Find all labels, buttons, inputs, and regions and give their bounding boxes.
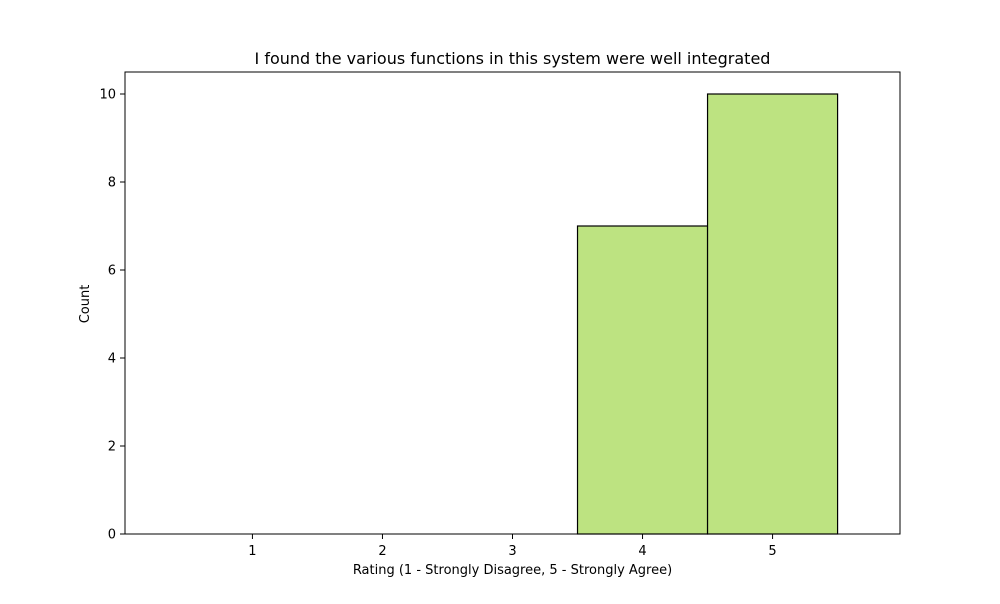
y-tick-label-8: 8 xyxy=(108,176,116,191)
x-tick-label-4: 4 xyxy=(638,544,646,559)
y-tick-label-6: 6 xyxy=(108,264,116,279)
chart-title: I found the various functions in this sy… xyxy=(255,49,771,68)
y-tick-label-10: 10 xyxy=(99,88,116,103)
bars-layer xyxy=(576,93,839,535)
bar-5 xyxy=(706,93,839,535)
y-tick-label-2: 2 xyxy=(108,440,116,455)
x-tick-label-1: 1 xyxy=(248,544,256,559)
x-tick-label-5: 5 xyxy=(768,544,776,559)
y-axis-label: Count xyxy=(78,285,93,324)
x-axis-label: Rating (1 - Strongly Disagree, 5 - Stron… xyxy=(353,563,672,578)
y-tick-label-4: 4 xyxy=(108,352,116,367)
bar-4 xyxy=(576,225,709,535)
x-tick-label-3: 3 xyxy=(508,544,516,559)
x-tick-label-2: 2 xyxy=(378,544,386,559)
y-axis-ticks: 0 2 4 6 8 10 xyxy=(99,88,125,543)
x-axis-ticks: 1 2 3 4 5 xyxy=(248,534,777,559)
y-tick-label-0: 0 xyxy=(108,528,116,543)
